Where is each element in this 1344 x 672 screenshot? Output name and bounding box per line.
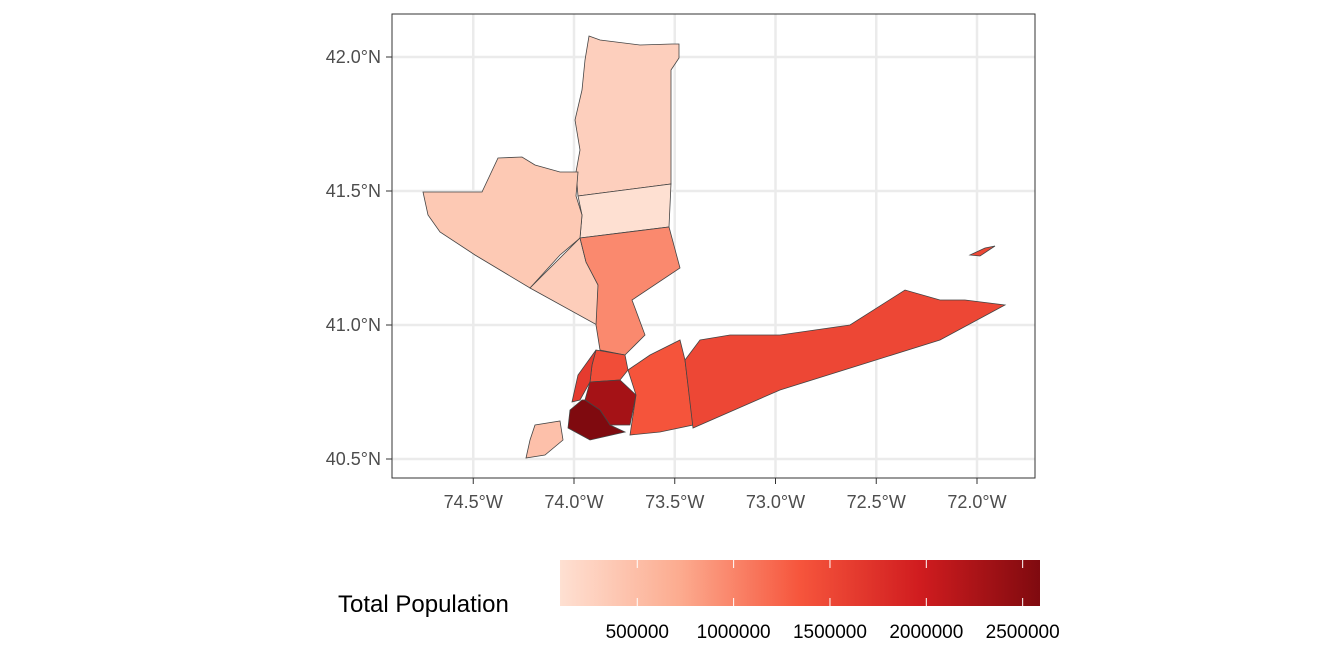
y-tick-label: 41.0°N	[326, 315, 381, 335]
x-tick-label: 73.5°W	[645, 492, 704, 512]
legend-ticks: 500000 1000000 1500000 2000000 2500000	[606, 560, 1060, 643]
y-tick-label: 41.5°N	[326, 181, 381, 201]
legend-label: 2000000	[889, 622, 963, 643]
region-dutchess	[574, 35, 680, 197]
y-tick-label: 42.0°N	[326, 47, 381, 67]
region-suffolk-island	[968, 245, 996, 257]
region-nassau	[627, 339, 694, 436]
legend-title: Total Population	[338, 591, 509, 618]
x-tick-label: 74.0°W	[544, 492, 603, 512]
region-suffolk	[684, 289, 1007, 429]
region-new-york	[571, 349, 597, 403]
legend-label: 1500000	[793, 622, 867, 643]
region-kings	[567, 399, 627, 441]
region-orange	[422, 156, 583, 289]
region-richmond	[525, 420, 564, 459]
x-tick-label: 72.0°W	[947, 492, 1006, 512]
legend-label: 1000000	[697, 622, 771, 643]
x-tick-label: 73.0°W	[746, 492, 805, 512]
x-tick-label: 74.5°W	[444, 492, 503, 512]
regions	[422, 35, 1007, 459]
x-tick-label: 72.5°W	[847, 492, 906, 512]
axes: 74.5°W 74.0°W 73.5°W 73.0°W 72.5°W 72.0°W 42.0…	[326, 47, 1007, 512]
region-bronx	[589, 349, 629, 383]
legend-label: 500000	[606, 622, 669, 643]
legend-label: 2500000	[986, 622, 1060, 643]
legend-colorbar	[560, 560, 1040, 606]
panel-border	[391, 13, 1036, 479]
y-tick-label: 40.5°N	[326, 449, 381, 469]
